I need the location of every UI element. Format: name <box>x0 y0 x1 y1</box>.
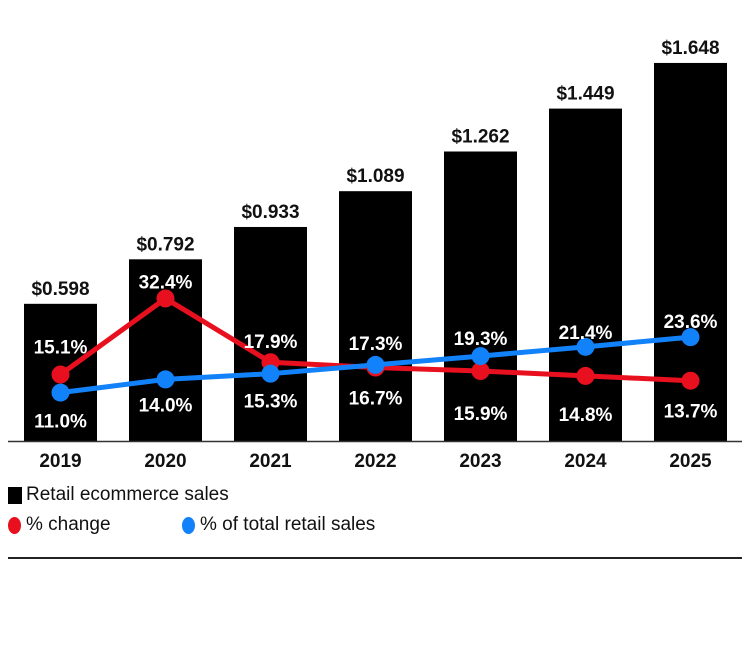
point-label: 17.9% <box>244 332 298 353</box>
bar-value-label: $1.089 <box>346 166 404 187</box>
point-label: 13.7% <box>664 402 718 423</box>
legend-label: % change <box>26 514 111 535</box>
bar-value-label: $0.598 <box>31 279 89 300</box>
point-label: 32.4% <box>139 272 193 293</box>
x-tick-label: 2022 <box>354 451 396 472</box>
data-point <box>156 370 175 389</box>
data-point <box>681 328 700 347</box>
bar-value-label: $1.648 <box>661 38 719 59</box>
point-label: 14.8% <box>559 405 613 426</box>
x-tick-label: 2019 <box>39 451 81 472</box>
data-point <box>366 355 385 374</box>
data-point <box>261 364 280 383</box>
point-label: 17.3% <box>349 334 403 355</box>
x-tick-label: 2020 <box>144 451 186 472</box>
point-label: 14.0% <box>139 395 193 416</box>
legend-dot-red <box>8 516 21 534</box>
point-label: 11.0% <box>34 412 87 433</box>
legend-dot-blue <box>182 516 195 534</box>
x-tick-label: 2025 <box>669 451 712 472</box>
chart: $0.598 2019 $0.792 2020 $0.933 2021 $1.089 2022… <box>8 38 742 472</box>
bar-value-label: $0.792 <box>136 234 194 255</box>
data-point <box>51 365 70 384</box>
point-label: 15.1% <box>34 338 88 359</box>
bar-value-label: $1.262 <box>451 126 509 147</box>
data-point <box>576 337 595 356</box>
bar <box>339 191 412 441</box>
x-tick-label: 2021 <box>249 451 292 472</box>
legend-item-ecommerce: Retail ecommerce sales <box>8 484 229 506</box>
data-point <box>471 347 490 366</box>
bar <box>444 151 517 441</box>
x-tick-label: 2023 <box>459 451 501 472</box>
data-point <box>681 371 700 390</box>
data-point <box>471 362 490 381</box>
legend-item-share: % of total retail sales <box>182 514 375 536</box>
point-label: 16.7% <box>349 389 403 410</box>
data-point <box>156 289 175 308</box>
point-label: 23.6% <box>664 312 718 333</box>
legend-label: Retail ecommerce sales <box>26 484 229 505</box>
data-point <box>576 366 595 385</box>
x-tick-label: 2024 <box>564 451 607 472</box>
point-label: 15.9% <box>454 404 508 425</box>
legend-label: % of total retail sales <box>200 514 376 535</box>
legend-item-change: % change <box>8 514 111 536</box>
data-point <box>51 383 70 402</box>
bar-value-label: $0.933 <box>241 202 299 223</box>
bar <box>234 226 307 441</box>
bottom-divider <box>8 557 742 559</box>
legend-swatch-bar <box>8 486 22 504</box>
bar-value-label: $1.449 <box>556 84 614 105</box>
point-label: 21.4% <box>559 323 613 344</box>
point-label: 19.3% <box>454 329 508 350</box>
bar <box>549 108 622 442</box>
point-label: 15.3% <box>244 392 298 413</box>
